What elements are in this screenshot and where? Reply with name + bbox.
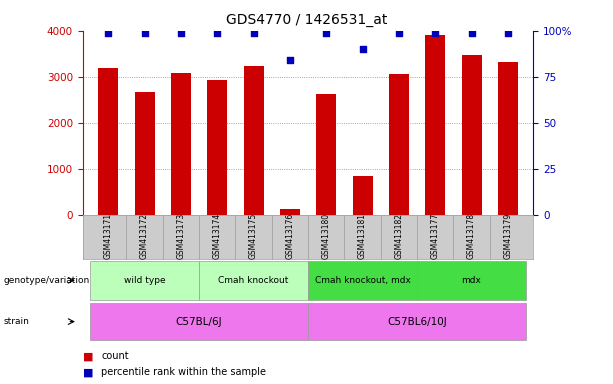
Bar: [171, 73, 191, 215]
Text: Cmah knockout: Cmah knockout: [218, 276, 289, 285]
Text: Cmah knockout, mdx: Cmah knockout, mdx: [314, 276, 411, 285]
Point: [212, 30, 222, 36]
Text: ■: ■: [83, 351, 93, 361]
Text: GSM413174: GSM413174: [213, 213, 222, 259]
Bar: [352, 176, 373, 215]
Text: GSM413175: GSM413175: [249, 213, 258, 259]
Text: wild type: wild type: [124, 276, 166, 285]
Text: GSM413172: GSM413172: [140, 213, 149, 259]
Text: GDS4770 / 1426531_at: GDS4770 / 1426531_at: [226, 13, 387, 27]
Text: GSM413179: GSM413179: [503, 213, 512, 259]
Text: GSM413176: GSM413176: [286, 213, 294, 259]
Text: strain: strain: [3, 317, 29, 326]
Text: GSM413180: GSM413180: [322, 213, 330, 259]
Bar: [207, 79, 227, 215]
Text: GSM413171: GSM413171: [104, 213, 113, 259]
Bar: [389, 74, 409, 215]
Text: GSM413182: GSM413182: [394, 213, 403, 259]
Point: [140, 30, 150, 36]
Bar: [316, 94, 336, 215]
Point: [466, 30, 476, 36]
Point: [430, 30, 440, 36]
Bar: [134, 92, 154, 215]
Text: C57BL/6J: C57BL/6J: [176, 316, 223, 327]
Point: [394, 30, 404, 36]
Bar: [498, 61, 518, 215]
Bar: [462, 55, 482, 215]
Text: GSM413181: GSM413181: [358, 213, 367, 259]
Point: [321, 30, 331, 36]
Text: GSM413178: GSM413178: [467, 213, 476, 259]
Text: GSM413177: GSM413177: [431, 213, 440, 259]
Bar: [243, 66, 264, 215]
Point: [503, 30, 513, 36]
Point: [103, 30, 113, 36]
Text: genotype/variation: genotype/variation: [3, 276, 89, 285]
Text: percentile rank within the sample: percentile rank within the sample: [101, 367, 266, 377]
Text: count: count: [101, 351, 129, 361]
Bar: [98, 68, 118, 215]
Text: GSM413173: GSM413173: [177, 213, 185, 259]
Point: [176, 30, 186, 36]
Text: ■: ■: [83, 367, 93, 377]
Bar: [425, 35, 445, 215]
Point: [249, 30, 259, 36]
Text: C57BL6/10J: C57BL6/10J: [387, 316, 447, 327]
Bar: [280, 209, 300, 215]
Point: [357, 46, 367, 52]
Text: mdx: mdx: [462, 276, 481, 285]
Point: [285, 57, 295, 63]
